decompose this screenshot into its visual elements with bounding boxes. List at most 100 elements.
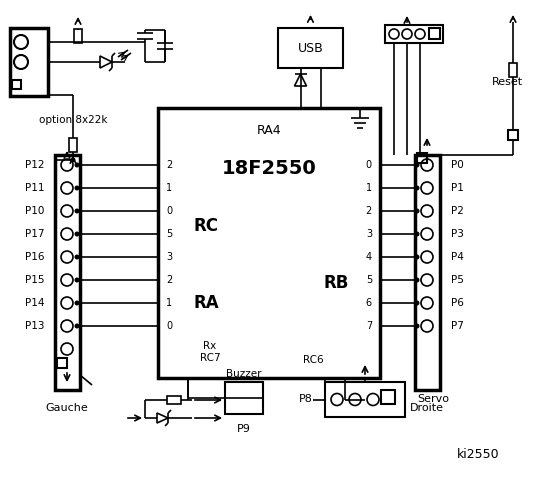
Circle shape	[415, 29, 425, 39]
Circle shape	[14, 55, 28, 69]
Polygon shape	[295, 74, 306, 86]
Text: 18F2550: 18F2550	[222, 158, 316, 178]
Bar	[417, 153, 427, 163]
Circle shape	[389, 29, 399, 39]
Text: USB: USB	[298, 41, 324, 55]
Circle shape	[421, 182, 433, 194]
Circle shape	[75, 300, 80, 305]
Text: 0: 0	[166, 206, 172, 216]
Text: 1: 1	[366, 183, 372, 193]
Text: 2: 2	[166, 275, 172, 285]
Text: RA4: RA4	[257, 123, 281, 136]
Circle shape	[421, 205, 433, 217]
Bar	[508, 130, 518, 140]
Bar	[429, 28, 440, 39]
Circle shape	[61, 320, 73, 332]
Bar	[12, 80, 21, 89]
Circle shape	[61, 251, 73, 263]
Text: P10: P10	[25, 206, 44, 216]
Text: ki2550: ki2550	[457, 448, 500, 461]
Bar	[158, 108, 380, 378]
Bar	[10, 28, 48, 96]
Text: P2: P2	[451, 206, 464, 216]
Circle shape	[70, 157, 76, 163]
Text: option 8x22k: option 8x22k	[39, 115, 107, 125]
Text: P9: P9	[237, 424, 251, 434]
Bar	[385, 25, 443, 43]
Circle shape	[421, 274, 433, 286]
Text: 6: 6	[366, 298, 372, 308]
Circle shape	[415, 300, 420, 305]
Text: 2: 2	[166, 160, 172, 170]
Circle shape	[349, 394, 361, 406]
Bar	[166, 396, 180, 404]
Circle shape	[415, 277, 420, 283]
Text: RA: RA	[193, 294, 219, 312]
Text: 7: 7	[366, 321, 372, 331]
Text: 4: 4	[366, 252, 372, 262]
Circle shape	[415, 208, 420, 214]
Bar	[509, 63, 517, 77]
Bar	[278, 28, 343, 68]
Text: P1: P1	[451, 183, 464, 193]
Circle shape	[367, 394, 379, 406]
Text: RC: RC	[194, 217, 218, 235]
Circle shape	[75, 231, 80, 237]
Text: P8: P8	[299, 395, 313, 405]
Text: RB: RB	[324, 274, 349, 292]
Text: 1: 1	[166, 183, 172, 193]
Text: P5: P5	[451, 275, 464, 285]
Text: 0: 0	[166, 321, 172, 331]
Circle shape	[61, 182, 73, 194]
Text: 3: 3	[366, 229, 372, 239]
Circle shape	[415, 185, 420, 191]
Polygon shape	[157, 413, 168, 423]
Circle shape	[61, 343, 73, 355]
Circle shape	[75, 324, 80, 328]
Bar	[225, 382, 263, 414]
Circle shape	[61, 228, 73, 240]
Bar	[69, 138, 77, 152]
Text: P11: P11	[24, 183, 44, 193]
Text: Buzzer: Buzzer	[226, 369, 262, 379]
Text: 2: 2	[366, 206, 372, 216]
Circle shape	[421, 320, 433, 332]
Text: Servo: Servo	[417, 395, 449, 405]
Circle shape	[421, 297, 433, 309]
Text: Droite: Droite	[410, 403, 444, 413]
Text: Reset: Reset	[492, 77, 523, 87]
Text: P12: P12	[24, 160, 44, 170]
Circle shape	[75, 277, 80, 283]
Bar	[74, 29, 82, 43]
Circle shape	[415, 231, 420, 237]
Text: 3: 3	[166, 252, 172, 262]
Text: 1: 1	[166, 298, 172, 308]
Circle shape	[61, 159, 73, 171]
Text: P4: P4	[451, 252, 464, 262]
Text: P3: P3	[451, 229, 464, 239]
Text: Rx: Rx	[204, 341, 217, 351]
Circle shape	[75, 185, 80, 191]
Bar	[415, 155, 440, 390]
Text: 5: 5	[366, 275, 372, 285]
Bar	[325, 382, 405, 417]
Text: 5: 5	[166, 229, 172, 239]
Text: P7: P7	[451, 321, 464, 331]
Text: P15: P15	[24, 275, 44, 285]
Circle shape	[421, 251, 433, 263]
Text: P13: P13	[24, 321, 44, 331]
Circle shape	[331, 394, 343, 406]
Text: P17: P17	[24, 229, 44, 239]
Text: 0: 0	[366, 160, 372, 170]
Text: RC7: RC7	[200, 353, 220, 363]
Polygon shape	[100, 56, 112, 68]
Circle shape	[75, 254, 80, 260]
Bar	[381, 390, 395, 404]
Text: P16: P16	[24, 252, 44, 262]
Bar	[57, 358, 67, 368]
Text: RC6: RC6	[302, 355, 324, 365]
Circle shape	[402, 29, 412, 39]
Text: P0: P0	[451, 160, 464, 170]
Circle shape	[421, 228, 433, 240]
Circle shape	[75, 208, 80, 214]
